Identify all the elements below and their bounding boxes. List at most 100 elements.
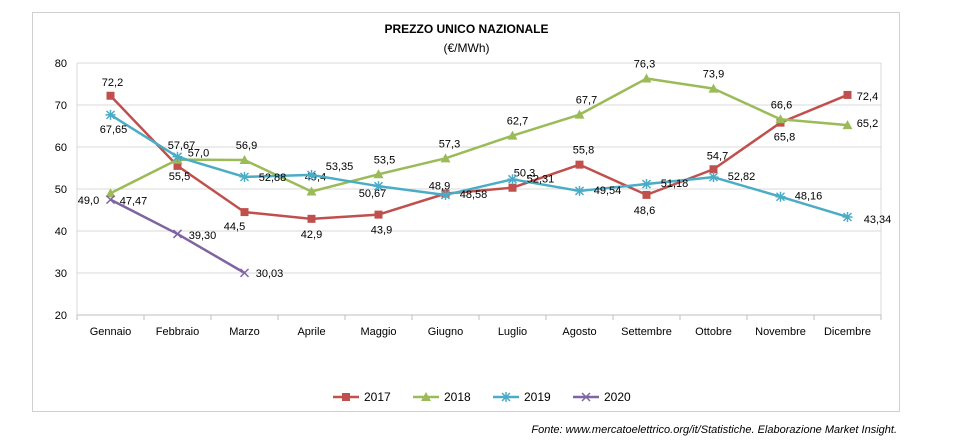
data-label: 43,9	[371, 225, 392, 237]
y-tick-label: 40	[55, 226, 67, 238]
data-label: 57,0	[188, 148, 209, 160]
data-label: 52,88	[259, 172, 287, 184]
data-label: 42,9	[301, 229, 322, 241]
data-label: 67,65	[100, 124, 128, 136]
data-label: 49,54	[594, 185, 622, 197]
series-line-2020	[109, 198, 246, 274]
marker-square	[508, 183, 517, 192]
x-tick-label: Maggio	[360, 326, 396, 338]
marker-triangle	[842, 120, 853, 130]
legend-label: 2017	[364, 390, 391, 404]
source-note: Fonte: www.mercatoelettrico.org/it/Stati…	[531, 424, 897, 436]
marker-star	[507, 174, 518, 185]
marker-star	[574, 185, 585, 196]
series-2019: 67,65 57,67 52,88 53,35 50,67 48,58 52,31 49,54…	[100, 109, 892, 226]
marker-triangle	[708, 83, 719, 93]
data-label: 55,5	[169, 171, 190, 183]
data-label: 48,16	[795, 191, 823, 203]
data-label: 44,5	[224, 221, 245, 233]
legend-label: 2019	[524, 390, 551, 404]
data-label: 54,7	[707, 150, 728, 162]
legend-item-2018: 2018	[413, 390, 471, 404]
data-label: 53,35	[326, 161, 354, 173]
marker-star	[842, 211, 853, 222]
legend-item-2017: 2017	[333, 390, 391, 404]
series-2018: 49,057,056,949,453,557,362,767,776,373,9…	[78, 59, 878, 208]
x-tick-label: Gennaio	[90, 326, 132, 338]
marker-x	[172, 229, 183, 239]
data-label: 52,82	[728, 171, 756, 183]
y-tick-label: 80	[55, 58, 67, 70]
marker-star	[440, 189, 451, 200]
data-label: 39,30	[189, 230, 217, 242]
marker-x	[581, 392, 591, 402]
marker-square	[240, 208, 249, 217]
data-label: 57,3	[439, 138, 460, 150]
data-label: 55,8	[573, 145, 594, 157]
marker-triangle	[574, 109, 585, 119]
data-label: 62,7	[507, 116, 528, 128]
data-label: 49,0	[78, 195, 99, 207]
x-tick-label: Luglio	[498, 326, 527, 338]
marker-star	[306, 169, 317, 180]
marker-triangle	[105, 188, 116, 198]
marker-star	[775, 191, 786, 202]
x-tick-label: Giugno	[428, 326, 463, 338]
marker-square	[173, 161, 182, 170]
marker-triangle	[421, 392, 431, 401]
x-tick-label: Febbraio	[156, 326, 199, 338]
data-label: 48,58	[460, 189, 488, 201]
x-tick-label: Dicembre	[824, 326, 871, 338]
x-tick-label: Agosto	[562, 326, 596, 338]
marker-triangle	[306, 186, 317, 196]
y-tick-label: 50	[55, 184, 67, 196]
marker-square	[374, 210, 383, 219]
marker-triangle	[373, 169, 384, 179]
marker-star	[373, 181, 384, 192]
marker-triangle	[239, 155, 250, 165]
marker-star	[105, 109, 116, 120]
data-label: 65,8	[774, 132, 795, 144]
marker-square	[307, 214, 316, 223]
series-line-2017	[109, 93, 848, 221]
y-tick-label: 70	[55, 100, 67, 112]
legend-label: 2018	[444, 390, 471, 404]
data-label: 72,2	[102, 77, 123, 89]
data-label: 30,03	[256, 268, 284, 280]
marker-square	[709, 165, 718, 174]
data-label: 57,67	[168, 140, 196, 152]
marker-triangle	[440, 153, 451, 163]
marker-square	[843, 90, 852, 99]
data-label: 76,3	[634, 59, 655, 71]
x-tick-label: Settembre	[621, 326, 672, 338]
marker-star	[501, 392, 511, 402]
data-label: 50,67	[359, 188, 387, 200]
data-label: 52,31	[527, 173, 555, 185]
marker-x	[105, 195, 116, 205]
chart-subtitle: (€/MWh)	[443, 41, 490, 55]
data-label: 48,6	[634, 205, 655, 217]
marker-square	[342, 393, 350, 401]
y-tick-label: 60	[55, 142, 67, 154]
x-tick-label: Novembre	[755, 326, 806, 338]
data-label: 51,18	[661, 178, 689, 190]
marker-star	[239, 171, 250, 182]
x-tick-label: Ottobre	[695, 326, 732, 338]
data-label: 65,2	[857, 118, 878, 130]
series-line-2019	[109, 113, 848, 219]
marker-square	[575, 160, 584, 169]
data-label: 67,7	[576, 95, 597, 107]
data-label: 43,34	[864, 214, 892, 226]
marker-x	[239, 268, 250, 278]
marker-square	[106, 91, 115, 100]
data-label: 73,9	[703, 69, 724, 81]
data-label: 53,5	[374, 154, 395, 166]
data-label: 56,9	[236, 140, 257, 152]
marker-square	[642, 190, 651, 199]
marker-star	[708, 172, 719, 183]
marker-star	[172, 151, 183, 162]
chart-frame	[32, 12, 900, 412]
chart-title: PREZZO UNICO NAZIONALE	[384, 22, 549, 36]
y-tick-label: 20	[55, 310, 67, 322]
